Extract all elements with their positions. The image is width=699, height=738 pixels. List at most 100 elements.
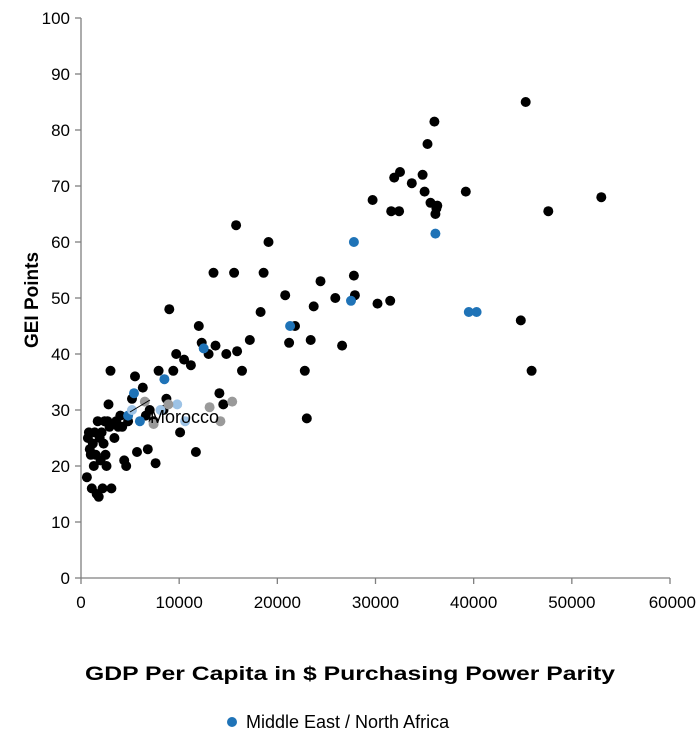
y-axis-title: GEI Points — [22, 252, 43, 348]
data-point — [543, 206, 554, 217]
y-tick-label: 80 — [51, 121, 70, 140]
legend: Middle East / North Africa — [227, 712, 450, 732]
x-tick-label: 50000 — [548, 593, 595, 612]
data-point — [460, 186, 471, 197]
data-point — [406, 178, 417, 189]
x-axis-title: GDP Per Capita in $ Purchasing Power Par… — [85, 664, 616, 685]
data-point — [463, 307, 474, 317]
data-point — [255, 307, 266, 317]
data-point — [104, 421, 115, 432]
data-point — [92, 416, 103, 427]
data-point — [87, 438, 98, 449]
data-point — [229, 267, 240, 278]
data-point — [127, 405, 137, 415]
data-point — [163, 399, 174, 410]
data-point — [159, 374, 170, 385]
data-point — [93, 491, 104, 502]
data-point — [471, 307, 482, 317]
data-point — [367, 195, 378, 205]
data-point — [596, 192, 607, 203]
data-point — [422, 139, 433, 149]
data-point — [103, 399, 114, 410]
data-point — [171, 349, 182, 359]
x-tick-label: 10000 — [156, 593, 203, 612]
data-point — [137, 382, 148, 393]
data-point — [285, 321, 296, 331]
data-point — [134, 416, 145, 427]
data-point — [244, 335, 255, 345]
data-point — [96, 427, 107, 438]
morocco-annotation: Morocco — [129, 399, 219, 427]
series-gray — [139, 396, 238, 429]
legend-marker — [227, 717, 237, 727]
data-point — [215, 416, 226, 427]
x-tick-label: 60000 — [649, 593, 696, 612]
data-point — [132, 447, 142, 457]
x-tick-label: 40000 — [450, 593, 497, 612]
data-point — [150, 458, 161, 469]
annotation-label: Morocco — [150, 407, 219, 427]
data-point — [155, 405, 166, 415]
data-point — [193, 321, 204, 331]
data-point — [432, 200, 443, 211]
data-point — [179, 354, 190, 365]
x-tick-label: 30000 — [352, 593, 399, 612]
data-point — [142, 444, 153, 455]
data-point — [115, 410, 126, 421]
data-point — [315, 276, 326, 287]
data-point — [190, 447, 201, 457]
data-point — [98, 438, 109, 449]
y-tick-label: 90 — [51, 65, 70, 84]
data-point — [385, 295, 396, 306]
data-point — [106, 483, 117, 494]
data-point — [101, 461, 112, 471]
data-point — [299, 365, 310, 376]
y-tick-label: 50 — [51, 289, 70, 308]
series-light-blue — [127, 399, 191, 427]
data-point — [417, 169, 428, 180]
data-point — [204, 402, 215, 413]
data-point — [520, 97, 531, 107]
data-point — [258, 267, 269, 278]
data-point — [394, 206, 405, 217]
data-points — [81, 97, 607, 502]
data-point — [168, 365, 179, 376]
data-point — [237, 365, 247, 376]
data-point — [221, 349, 232, 359]
x-tick-label: 0 — [76, 593, 85, 612]
data-point — [208, 267, 219, 278]
data-point — [348, 237, 359, 247]
data-point — [121, 461, 132, 471]
axes — [80, 18, 670, 579]
data-point — [346, 295, 356, 306]
y-tick-label: 20 — [51, 457, 70, 476]
y-tick-label: 60 — [51, 233, 70, 252]
data-point — [526, 365, 537, 376]
data-point — [430, 228, 441, 239]
data-point — [395, 167, 405, 177]
data-point — [164, 304, 175, 315]
data-point — [218, 399, 229, 410]
data-point — [100, 449, 111, 460]
data-point — [148, 419, 159, 429]
data-point — [330, 293, 341, 303]
data-point — [308, 301, 319, 312]
data-point — [227, 396, 238, 407]
data-point — [214, 388, 225, 399]
data-point — [129, 388, 139, 399]
x-tick-label: 20000 — [254, 593, 301, 612]
data-point — [105, 365, 116, 376]
series-countries — [81, 97, 607, 502]
data-point — [515, 315, 526, 326]
y-tick-label: 10 — [51, 513, 70, 532]
series-middle-east-north-africa — [123, 228, 482, 427]
data-point — [301, 413, 312, 424]
y-tick-label: 30 — [51, 401, 70, 420]
data-point — [429, 116, 440, 127]
data-point — [109, 433, 120, 443]
data-point — [372, 298, 383, 309]
data-point — [232, 346, 243, 357]
data-point — [88, 461, 99, 471]
data-point — [81, 472, 92, 483]
